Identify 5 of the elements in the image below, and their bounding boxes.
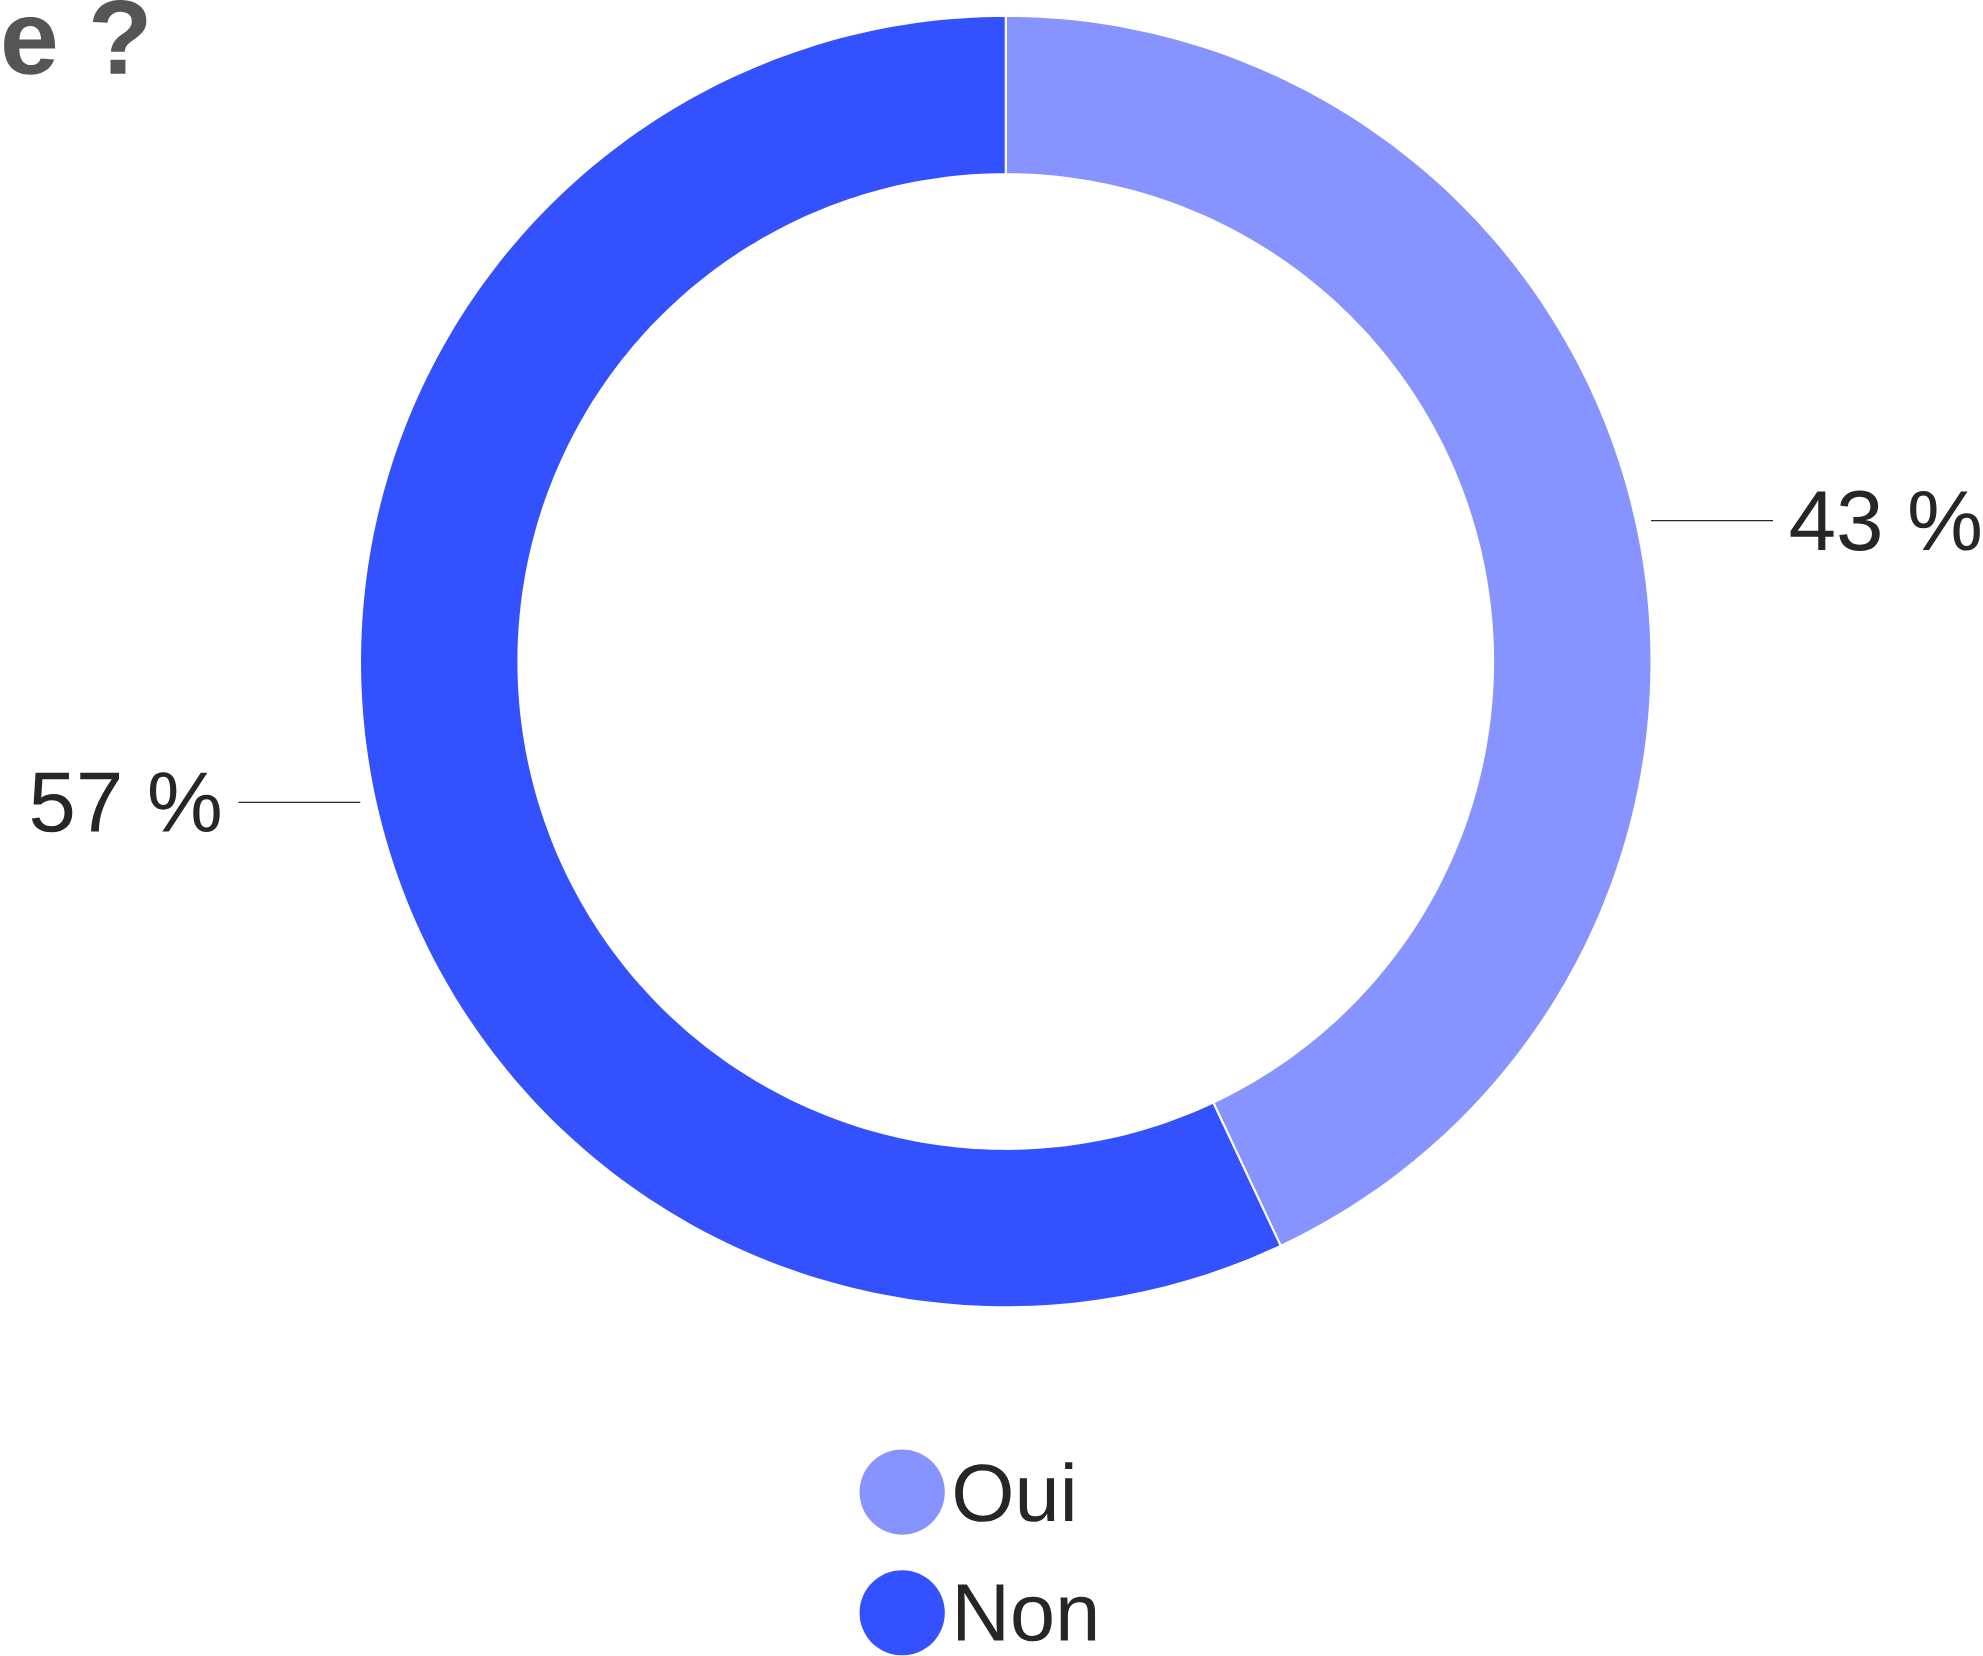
data-label: 57 % bbox=[31, 772, 220, 833]
legend-label: Oui bbox=[955, 1462, 1073, 1523]
chart-title: e ? bbox=[4, 0, 147, 75]
data-label: 43 % bbox=[1790, 490, 1980, 552]
legend-label: Non bbox=[957, 1584, 1096, 1642]
